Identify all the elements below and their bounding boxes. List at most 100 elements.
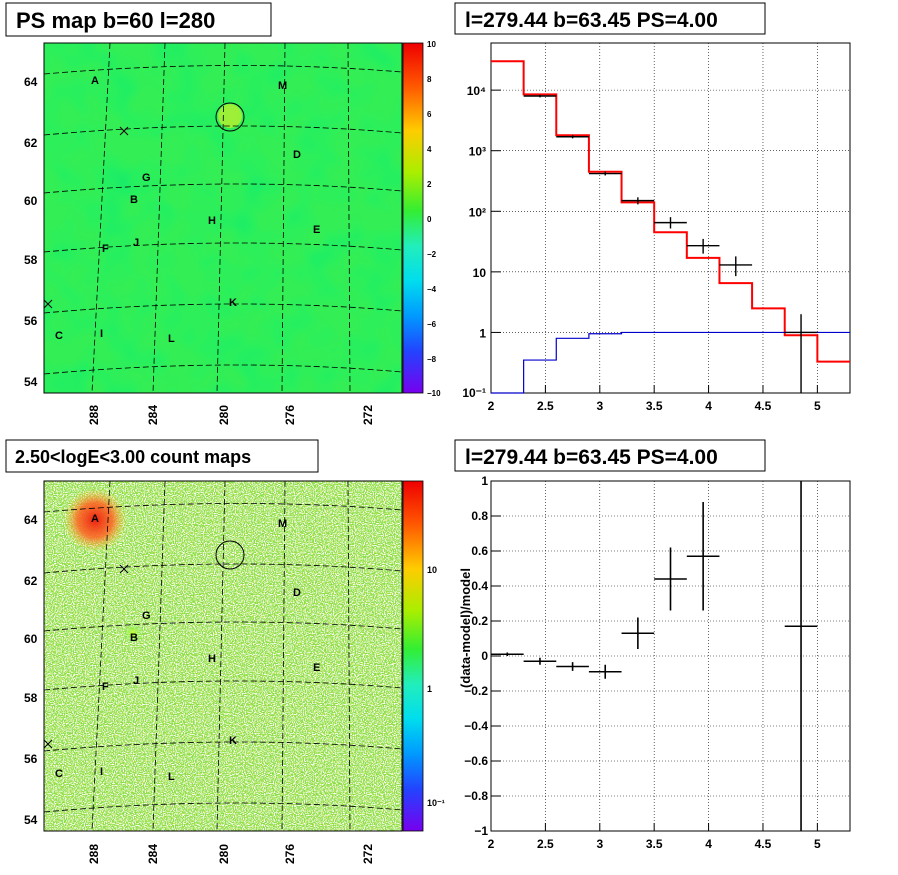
- ps-map-x-ticks: 288 284 280 276 272: [87, 405, 375, 425]
- svg-text:F: F: [102, 243, 109, 255]
- svg-text:I: I: [100, 766, 103, 778]
- count-map-title-box: [5, 439, 319, 473]
- svg-text:A: A: [91, 513, 99, 525]
- svg-text:G: G: [142, 172, 151, 184]
- svg-text:M: M: [278, 518, 287, 530]
- x-tick-label: 5: [814, 399, 821, 413]
- svg-text:L: L: [168, 771, 175, 783]
- svg-text:10: 10: [427, 565, 437, 575]
- svg-text:F: F: [102, 681, 109, 693]
- residuals-x-ticks: 2 2.5 3 3.5 4 4.5 5: [488, 837, 821, 851]
- svg-text:276: 276: [283, 405, 297, 425]
- svg-text:280: 280: [217, 844, 231, 864]
- spectrum-title: l=279.44 b=63.45 PS=4.00: [465, 9, 718, 32]
- svg-text:54: 54: [24, 813, 38, 827]
- svg-text:56: 56: [24, 752, 38, 766]
- svg-text:L: L: [168, 333, 175, 345]
- ps-map-source-labels: A M D G B H E F J K C I L: [55, 75, 320, 345]
- svg-text:54: 54: [24, 375, 38, 389]
- svg-text:62: 62: [24, 136, 38, 150]
- count-map-y-ticks: 64 62 60 58 56 54: [24, 513, 38, 827]
- svg-text:10: 10: [427, 40, 436, 49]
- y-tick-label: −0.4: [464, 719, 488, 733]
- y-tick-label: 0.6: [471, 544, 488, 558]
- panel-ps-map: PS map b=60 l=280 A M D G B: [5, 2, 441, 425]
- residuals-y-axis-label: (data-model)/model: [458, 568, 473, 688]
- residuals-data-points: [491, 481, 818, 831]
- svg-text:−4: −4: [427, 285, 437, 294]
- svg-text:0: 0: [427, 215, 432, 224]
- x-tick-label: 4: [705, 399, 712, 413]
- x-tick-label: 3.5: [646, 399, 663, 413]
- svg-text:H: H: [208, 653, 216, 665]
- ps-map-frame: [43, 42, 403, 394]
- ps-map-colorbar-ticks: 10 8 6 4 2 0 −2 −4 −6 −8 −10: [427, 40, 441, 398]
- spectrum-data-points: [523, 94, 818, 393]
- y-tick-label: −0.8: [464, 789, 488, 803]
- svg-text:J: J: [133, 675, 139, 687]
- y-tick-label: 10²: [469, 205, 486, 219]
- svg-text:J: J: [133, 237, 139, 249]
- y-tick-label: −0.2: [464, 684, 488, 698]
- svg-text:−8: −8: [427, 355, 437, 364]
- svg-text:A: A: [91, 75, 99, 87]
- svg-text:C: C: [55, 330, 63, 342]
- y-tick-label: 0: [481, 649, 488, 663]
- svg-text:1: 1: [427, 684, 432, 694]
- svg-text:2: 2: [427, 180, 432, 189]
- svg-text:E: E: [313, 224, 320, 236]
- y-tick-label: −1: [474, 824, 488, 838]
- svg-text:10⁻¹: 10⁻¹: [427, 798, 445, 808]
- y-tick-label: 0.2: [471, 614, 488, 628]
- residuals-grid: [490, 480, 850, 832]
- y-tick-label: 0.4: [471, 579, 488, 593]
- spectrum-title-box: [454, 2, 766, 35]
- svg-text:58: 58: [24, 253, 38, 267]
- spectrum-x-ticks: 2 2.5 3 3.5 4 4.5 5: [488, 399, 821, 413]
- y-tick-label: 10⁻¹: [462, 386, 486, 400]
- svg-text:288: 288: [87, 405, 101, 425]
- count-map-source-labels: A M D G B H E F J K C I L: [55, 513, 320, 783]
- svg-text:64: 64: [24, 75, 38, 89]
- x-tick-label: 3.5: [646, 837, 663, 851]
- svg-text:D: D: [293, 587, 301, 599]
- ps-map-y-ticks: 64 62 60 58 56 54: [24, 75, 38, 389]
- panel-count-map: 2.50<logE<3.00 count maps A M D: [5, 439, 445, 864]
- svg-text:K: K: [229, 735, 237, 747]
- background-histogram-line: [491, 331, 850, 394]
- svg-text:8: 8: [427, 75, 432, 84]
- x-tick-label: 4.5: [755, 399, 772, 413]
- count-map-grid: [43, 480, 403, 832]
- svg-text:C: C: [55, 768, 63, 780]
- spectrum-y-ticks: 10⁻¹ 1 10 10² 10³ 10⁴: [462, 84, 486, 400]
- model-histogram-line: [491, 60, 850, 363]
- svg-text:284: 284: [146, 405, 160, 425]
- y-tick-label: 0.8: [471, 509, 488, 523]
- svg-text:M: M: [278, 80, 287, 92]
- count-map-hotspot-b: [123, 623, 143, 643]
- ps-map-title: PS map b=60 l=280: [16, 8, 215, 33]
- panel-spectrum: l=279.44 b=63.45 PS=4.00 2 2.5 3 3.5 4 4…: [454, 2, 851, 413]
- svg-text:272: 272: [361, 844, 375, 864]
- count-map-x-ticks: 288 284 280 276 272: [87, 844, 375, 864]
- svg-text:−2: −2: [427, 250, 437, 259]
- svg-text:280: 280: [217, 405, 231, 425]
- x-tick-label: 2.5: [537, 837, 554, 851]
- x-tick-label: 3: [596, 399, 603, 413]
- ps-map-target-circle: [215, 102, 245, 132]
- svg-text:56: 56: [24, 314, 38, 328]
- residuals-title-box: [454, 439, 766, 472]
- svg-text:−10: −10: [427, 389, 441, 398]
- residuals-y-ticks: −1 −0.8 −0.6 −0.4 −0.2 0 0.2 0.4 0.6 0.8…: [464, 474, 488, 838]
- residuals-title: l=279.44 b=63.45 PS=4.00: [465, 446, 718, 469]
- svg-text:288: 288: [87, 844, 101, 864]
- count-map-hotspot-a: [63, 488, 127, 552]
- svg-text:62: 62: [24, 574, 38, 588]
- ps-map-texture: [44, 43, 402, 393]
- y-tick-label: 10⁴: [467, 84, 486, 98]
- svg-text:B: B: [130, 632, 138, 644]
- svg-text:6: 6: [427, 110, 432, 119]
- svg-text:G: G: [142, 610, 151, 622]
- x-tick-label: 4.5: [755, 837, 772, 851]
